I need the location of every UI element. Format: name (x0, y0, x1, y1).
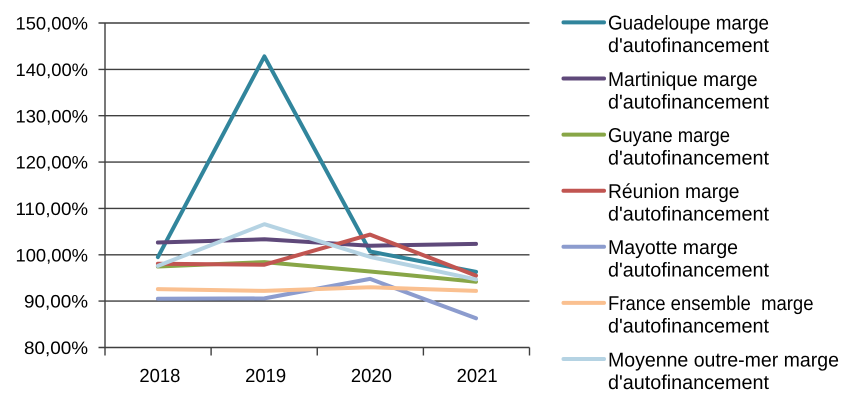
svg-text:Guadeloupe marge: Guadeloupe marge (608, 13, 769, 35)
svg-text:100,00%: 100,00% (16, 245, 89, 265)
svg-text:90,00%: 90,00% (24, 292, 88, 312)
svg-text:d'autofinancement: d'autofinancement (608, 35, 769, 57)
svg-text:Mayotte marge: Mayotte marge (608, 237, 738, 259)
svg-text:d'autofinancement: d'autofinancement (608, 260, 769, 282)
svg-text:Réunion marge: Réunion marge (608, 181, 740, 203)
svg-text:2019: 2019 (245, 366, 286, 387)
svg-text:120,00%: 120,00% (16, 153, 89, 173)
svg-text:France ensemble marge: France ensemble marge (608, 293, 814, 315)
svg-text:140,00%: 140,00% (16, 60, 89, 80)
svg-text:110,00%: 110,00% (16, 199, 89, 219)
svg-text:2021: 2021 (457, 366, 498, 387)
svg-text:2020: 2020 (351, 366, 392, 387)
svg-text:Martinique marge: Martinique marge (608, 69, 758, 91)
svg-text:d'autofinancement: d'autofinancement (608, 91, 769, 113)
svg-text:130,00%: 130,00% (16, 106, 89, 126)
svg-text:d'autofinancement: d'autofinancement (608, 147, 769, 169)
svg-text:Moyenne outre-mer marge: Moyenne outre-mer marge (608, 349, 839, 371)
svg-text:Guyane marge: Guyane marge (608, 125, 730, 147)
svg-text:2018: 2018 (139, 366, 180, 387)
svg-text:150,00%: 150,00% (16, 14, 89, 34)
svg-text:d'autofinancement: d'autofinancement (608, 316, 769, 338)
svg-text:80,00%: 80,00% (24, 338, 88, 358)
svg-text:d'autofinancement: d'autofinancement (608, 204, 769, 226)
svg-text:d'autofinancement: d'autofinancement (608, 372, 769, 394)
